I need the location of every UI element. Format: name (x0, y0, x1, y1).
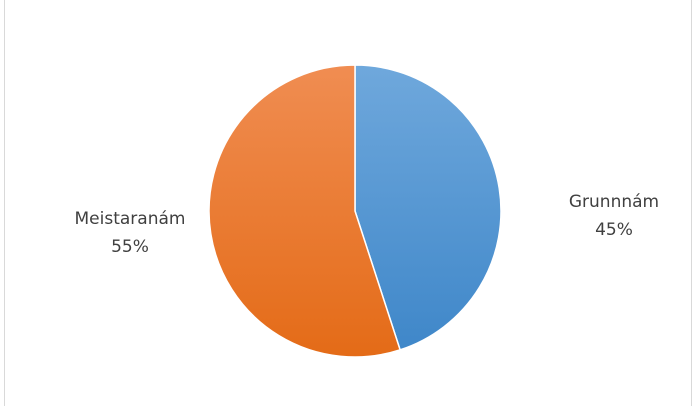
slice-category-label: Grunnnám (569, 192, 659, 212)
pie-slice-meistaranam (208, 64, 402, 358)
chart-border (4, 0, 692, 406)
slice-category-label: Meistaranám (75, 209, 186, 229)
slice-percent-label: 55% (111, 237, 149, 257)
pie-slice-grunnnam (354, 64, 502, 351)
slice-percent-label: 45% (595, 220, 633, 240)
